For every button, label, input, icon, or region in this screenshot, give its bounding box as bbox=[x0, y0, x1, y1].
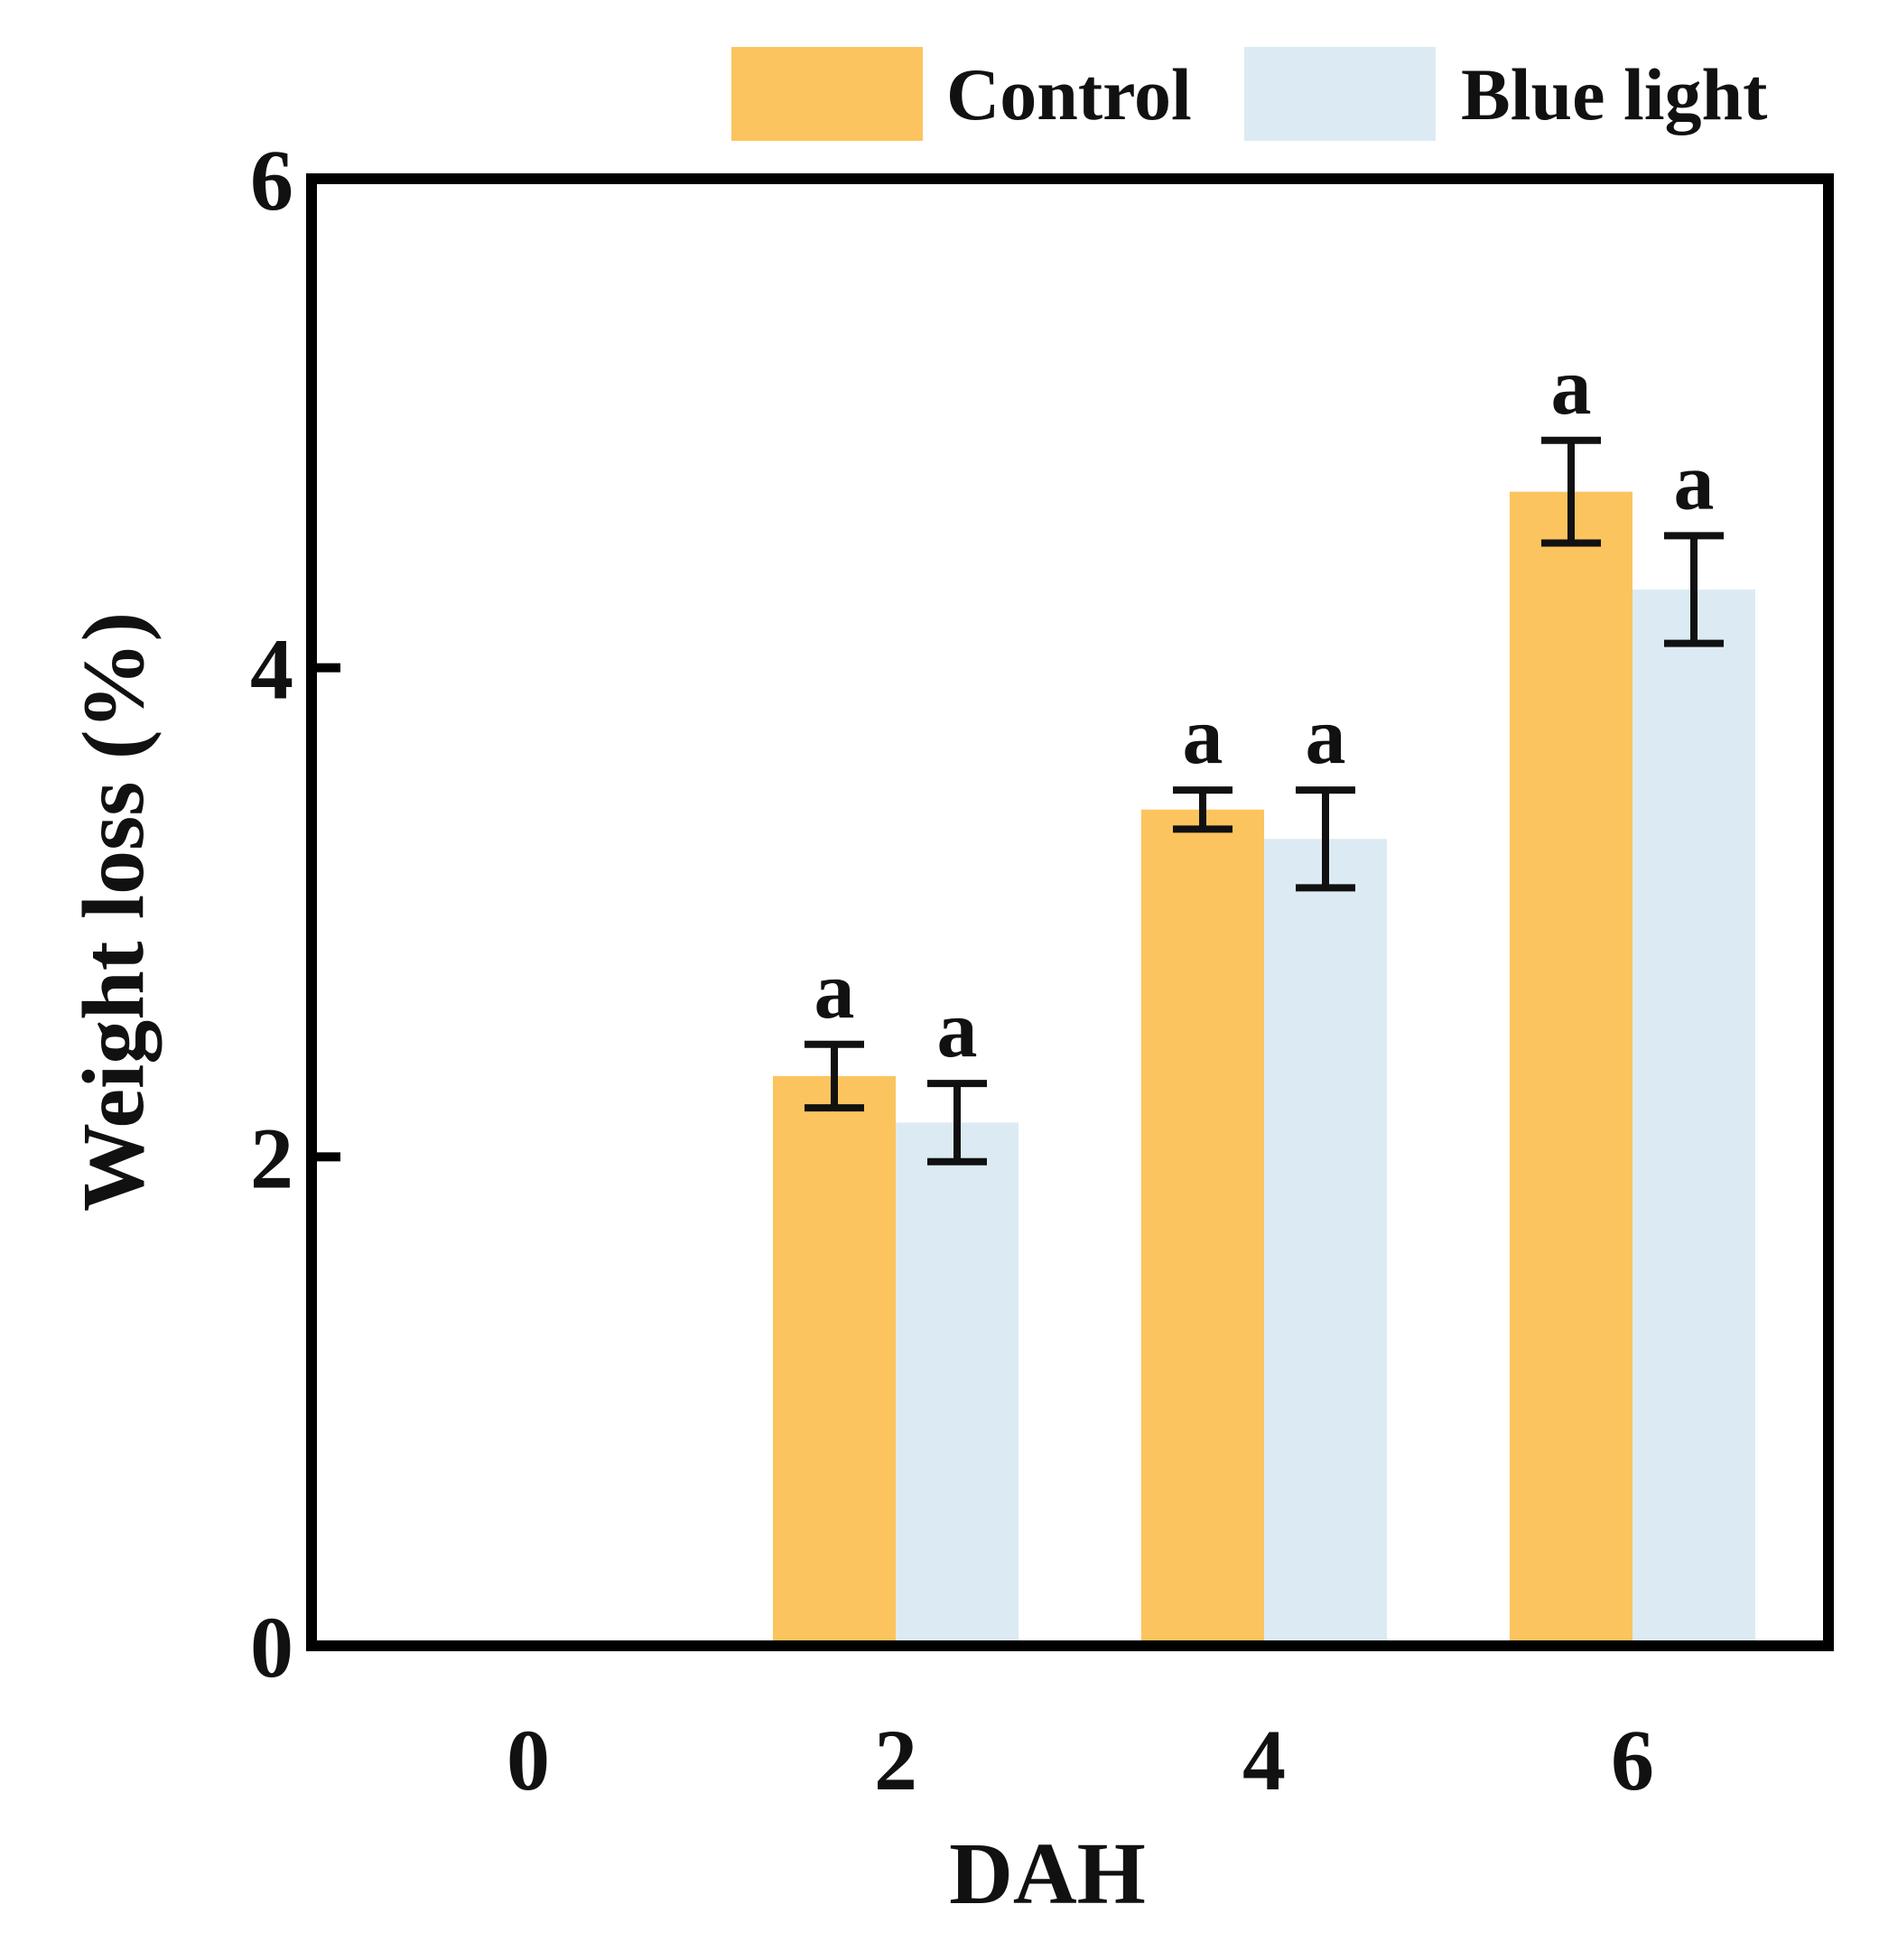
y-axis: 0 2 4 6 bbox=[250, 132, 340, 1695]
y-axis-label: Weight loss (%) bbox=[65, 612, 163, 1212]
bar-control-2 bbox=[773, 1075, 896, 1646]
legend-label-blue-light: Blue light bbox=[1461, 53, 1767, 135]
significance-labels-layer: a aa aaa bbox=[814, 342, 1715, 1074]
error-bar-control-6 bbox=[1541, 436, 1601, 547]
error-bar-control-2 bbox=[805, 1040, 864, 1112]
legend-swatch-control bbox=[731, 47, 923, 141]
x-axis: 0 2 4 6 bbox=[507, 1712, 1654, 1808]
x-axis-label: DAH bbox=[949, 1825, 1146, 1923]
error-bar-control-4 bbox=[1173, 786, 1233, 833]
y-tick-label: 4 bbox=[250, 621, 293, 718]
legend-label-control: Control bbox=[946, 53, 1192, 135]
x-tick-label: 6 bbox=[1611, 1712, 1654, 1808]
y-tick-label: 0 bbox=[250, 1599, 293, 1695]
legend-swatch-blue-light bbox=[1244, 47, 1436, 141]
y-tick-label: 2 bbox=[250, 1110, 293, 1206]
error-bar-blue-light-2 bbox=[927, 1080, 987, 1166]
bar-blue-light-6 bbox=[1632, 590, 1755, 1646]
bar-control-4 bbox=[1141, 809, 1264, 1646]
bar-blue-light-2 bbox=[896, 1122, 1019, 1646]
bar-blue-light-4 bbox=[1264, 839, 1387, 1646]
bars-layer bbox=[773, 491, 1755, 1646]
error-bars-layer bbox=[805, 436, 1724, 1166]
plot-frame bbox=[306, 173, 1834, 1651]
x-tick-label: 2 bbox=[874, 1712, 917, 1808]
significance-label-control-4: a bbox=[1183, 692, 1223, 781]
significance-label-blue-light-2: a bbox=[937, 985, 978, 1074]
bar-control-6 bbox=[1510, 491, 1632, 1646]
significance-label-control-6: a bbox=[1551, 342, 1592, 432]
error-bar-blue-light-6 bbox=[1664, 532, 1724, 647]
legend: Control Blue light bbox=[731, 47, 1767, 141]
significance-label-blue-light-6: a bbox=[1674, 437, 1715, 526]
y-tick-label: 6 bbox=[250, 132, 293, 228]
error-bar-blue-light-4 bbox=[1296, 786, 1355, 892]
significance-label-control-2: a bbox=[814, 946, 855, 1036]
x-tick-label: 0 bbox=[507, 1712, 550, 1808]
significance-label-blue-light-4: a bbox=[1306, 692, 1346, 781]
x-tick-label: 4 bbox=[1242, 1712, 1286, 1808]
